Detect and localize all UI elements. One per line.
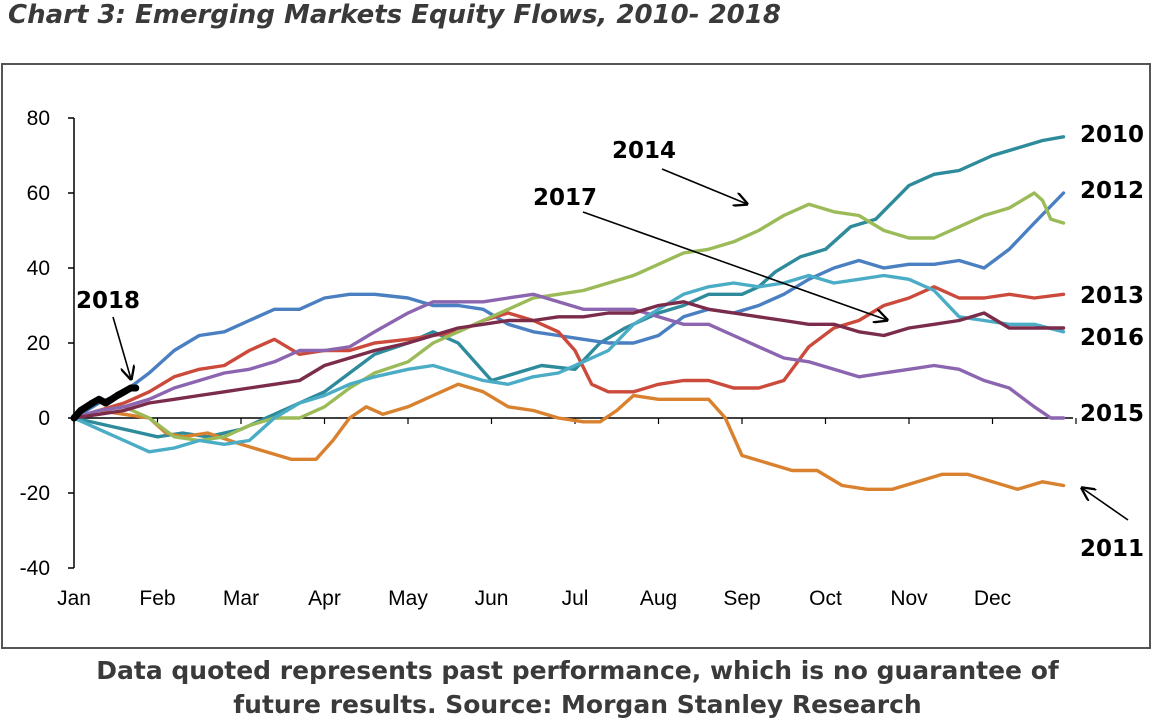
series-label-2018: 2018 bbox=[76, 288, 140, 314]
arrow-2017 bbox=[582, 211, 887, 320]
x-tick-label: Aug bbox=[640, 587, 677, 610]
series-label-2014: 2014 bbox=[612, 138, 676, 164]
x-tick-label: Jan bbox=[57, 587, 91, 610]
series-label-2010: 2010 bbox=[1080, 122, 1144, 148]
annotation-layer: 2010 2012 2013 2016 2015 2011 2014 2017 2018 bbox=[76, 122, 1144, 562]
footnote: Data quoted represents past performance,… bbox=[0, 654, 1155, 722]
series-line-2017 bbox=[72, 300, 1066, 420]
chart-title: Chart 3: Emerging Markets Equity Flows, … bbox=[8, 0, 781, 30]
y-tick-label: 80 bbox=[27, 107, 50, 130]
series-line-2018 bbox=[70, 384, 140, 422]
series-label-2013: 2013 bbox=[1080, 283, 1144, 309]
series-label-2015: 2015 bbox=[1080, 401, 1144, 427]
x-tick-label: Dec bbox=[974, 587, 1011, 610]
series-label-2016: 2016 bbox=[1080, 325, 1144, 351]
series-label-2017: 2017 bbox=[533, 185, 597, 211]
axes: 80 60 40 20 0 -20 -40 Jan Feb Mar Apr May Jun Jul Aug S… bbox=[20, 107, 1077, 610]
series-line-2014 bbox=[72, 191, 1066, 443]
x-tick-label: Feb bbox=[139, 587, 175, 610]
series-line-2011 bbox=[72, 382, 1066, 491]
line-chart: 80 60 40 20 0 -20 -40 Jan Feb Mar Apr May Jun Jul Aug S… bbox=[20, 107, 1144, 610]
series-line-2013 bbox=[72, 285, 1066, 420]
x-tick-label: Nov bbox=[890, 587, 928, 610]
arrow-2014 bbox=[661, 168, 747, 204]
arrow-2011 bbox=[1082, 488, 1129, 521]
series-line-2016 bbox=[72, 273, 1066, 454]
y-tick-label: 40 bbox=[27, 257, 50, 280]
x-tick-label: Jun bbox=[475, 587, 509, 610]
y-tick-label: 60 bbox=[27, 182, 50, 205]
y-tick-label: 0 bbox=[38, 407, 50, 430]
series-label-2012: 2012 bbox=[1080, 178, 1144, 204]
y-tick-label: -40 bbox=[20, 557, 50, 580]
x-tick-label: Mar bbox=[223, 587, 259, 610]
x-tick-label: Oct bbox=[809, 587, 842, 610]
y-tick-label: -20 bbox=[20, 482, 50, 505]
chart-frame: 80 60 40 20 0 -20 -40 Jan Feb Mar Apr May Jun Jul Aug S… bbox=[1, 63, 1151, 649]
y-tick-label: 20 bbox=[27, 332, 50, 355]
series-label-2011: 2011 bbox=[1080, 536, 1144, 562]
arrow-2018 bbox=[112, 316, 131, 379]
series-layer bbox=[70, 135, 1066, 491]
x-tick-label: May bbox=[388, 587, 428, 610]
series-line-2012 bbox=[72, 191, 1066, 420]
footnote-line-2: future results. Source: Morgan Stanley R… bbox=[233, 690, 922, 719]
x-tick-label: Jul bbox=[562, 587, 589, 610]
x-tick-label: Sep bbox=[723, 587, 760, 610]
x-tick-label: Apr bbox=[308, 587, 341, 610]
series-line-2015 bbox=[72, 292, 1066, 420]
footnote-line-1: Data quoted represents past performance,… bbox=[96, 656, 1059, 685]
